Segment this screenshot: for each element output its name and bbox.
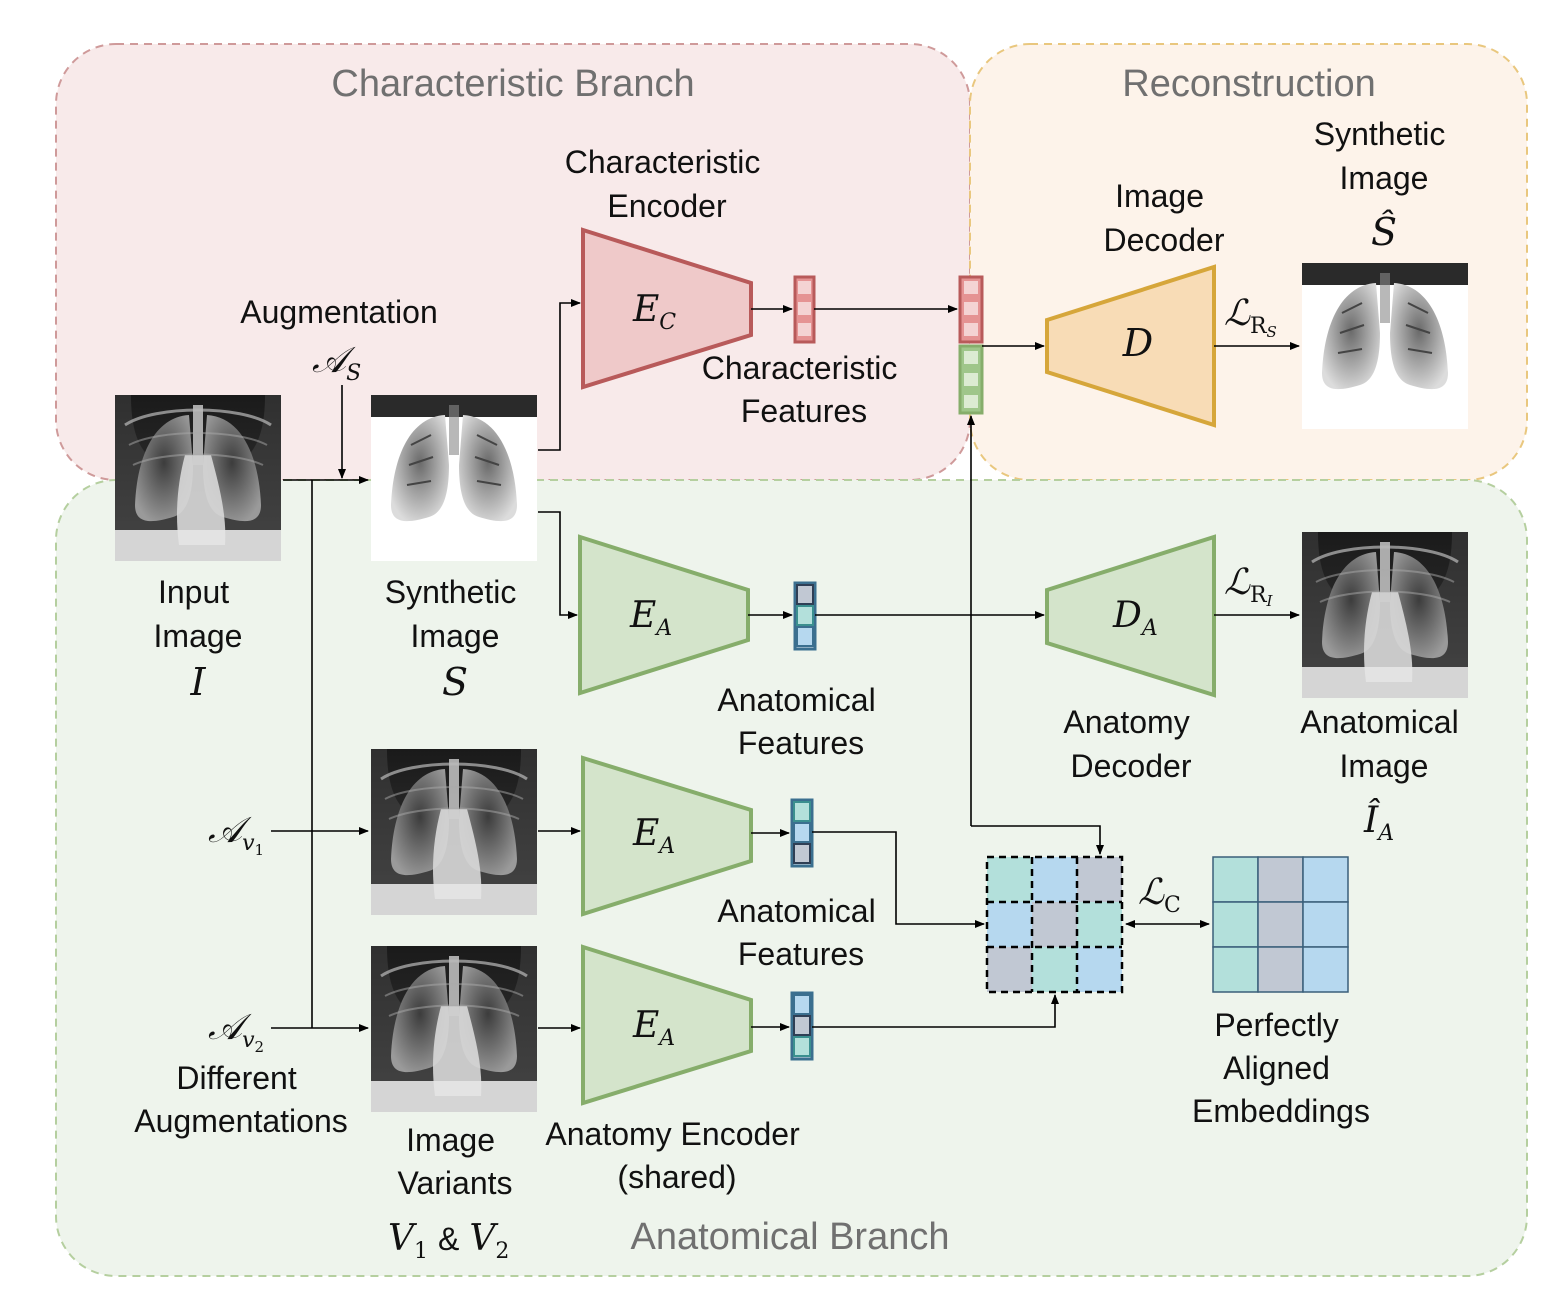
anatomical-features-label-1: Anatomical Features	[717, 682, 884, 761]
symbol-E-A-v1: EA	[632, 813, 675, 859]
synthetic-image-label: Synthetic Image	[385, 574, 526, 654]
anatomy-decoder	[1045, 534, 1216, 698]
anatomy-encoder-v2	[581, 944, 753, 1106]
symbol-A-v1: 𝒜v1	[208, 810, 264, 859]
anatomical-features-label-2: Anatomical Features	[717, 893, 884, 972]
characteristic-branch-title: Characteristic Branch	[331, 63, 694, 105]
synthetic-image-out-label: Synthetic Image	[1314, 116, 1455, 196]
reconstruction-title: Reconstruction	[1122, 63, 1375, 105]
image-decoder	[1045, 264, 1216, 428]
symbol-I: I	[189, 660, 206, 704]
synthetic-image	[370, 394, 538, 562]
anatomy-encoder-label: Anatomy Encoder (shared)	[545, 1116, 808, 1195]
symbol-D-A: DA	[1112, 595, 1158, 641]
symbol-E-C: EC	[632, 289, 676, 335]
characteristic-encoder	[581, 227, 753, 390]
anatomical-branch-title: Anatomical Branch	[631, 1216, 950, 1258]
anatomical-features-vector-v2	[790, 991, 814, 1061]
characteristic-features-vector	[793, 275, 816, 344]
loss-L-C: ℒC	[1138, 872, 1181, 918]
anatomy-encoder-main	[578, 534, 750, 696]
anatomical-features-vector-main	[793, 581, 817, 651]
different-augmentations-label: Different Augmentations	[134, 1060, 347, 1139]
image-variant-1	[369, 747, 539, 917]
image-decoder-label: Image Decoder	[1104, 178, 1225, 258]
input-image	[113, 393, 283, 563]
symbol-A-v2: 𝒜v2	[208, 1007, 264, 1056]
symbol-S: S	[442, 660, 468, 704]
symbol-S-hat: Ŝ	[1371, 210, 1397, 254]
connectors	[271, 299, 1300, 1032]
anatomy-encoder-v1	[581, 755, 753, 917]
symbol-E-A-main: EA	[629, 595, 672, 641]
image-variants-label: Image Variants	[397, 1122, 512, 1201]
symbol-V1-V2: V1 & V2	[388, 1218, 509, 1264]
input-image-label: Input Image	[154, 574, 243, 654]
characteristic-encoder-label: Characteristic Encoder	[565, 144, 770, 224]
anatomical-image	[1300, 530, 1470, 700]
perfectly-aligned-label: Perfectly Aligned Embeddings	[1192, 1007, 1370, 1129]
loss-L-RS: ℒRS	[1224, 293, 1277, 341]
anatomical-image-label: Anatomical Image	[1300, 704, 1467, 784]
symbol-I-hat-A: ÎA	[1363, 799, 1394, 846]
characteristic-features-label: Characteristic Features	[702, 350, 907, 429]
similarity-matrix	[985, 855, 1124, 994]
anatomy-decoder-label: Anatomy Decoder	[1063, 704, 1198, 784]
loss-L-RI: ℒRI	[1224, 562, 1274, 610]
anatomical-features-vector-v1	[790, 798, 814, 868]
symbol-E-A-v2: EA	[632, 1005, 675, 1051]
augmentation-label: Augmentation	[240, 294, 437, 330]
reconstructed-synthetic-image	[1301, 262, 1469, 430]
perfectly-aligned-matrix	[1212, 856, 1349, 993]
symbol-D: D	[1122, 321, 1153, 365]
concatenated-features-vector	[958, 275, 984, 415]
image-variant-2	[369, 944, 539, 1114]
